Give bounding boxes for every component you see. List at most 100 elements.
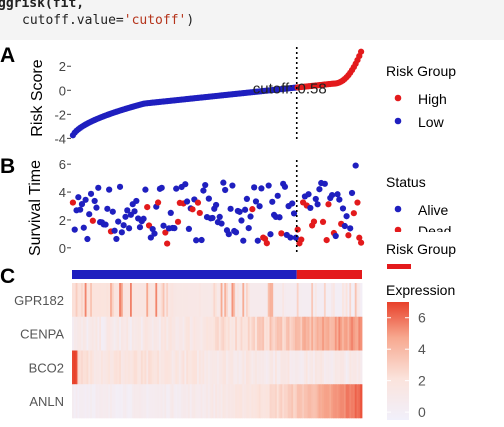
- heatmap-cell: [93, 283, 96, 318]
- heatmap-cell: [101, 350, 104, 385]
- survival-point: [182, 181, 189, 188]
- heatmap-cell: [86, 350, 89, 385]
- heatmap-cell: [249, 283, 252, 318]
- survival-point: [292, 234, 299, 241]
- heatmap-cell: [88, 316, 91, 351]
- heatmap-cell: [352, 283, 356, 318]
- heatmap-cell: [99, 316, 102, 351]
- heatmap-cell: [349, 283, 352, 318]
- heatmap-cell: [91, 350, 95, 385]
- survival-point: [240, 237, 247, 244]
- code-line-1: ggrisk(fit,: [0, 0, 84, 13]
- heatmap-cell: [275, 283, 278, 318]
- heatmap-cell: [186, 384, 189, 419]
- heatmap-cell: [334, 350, 338, 385]
- heatmap-cell: [131, 283, 135, 318]
- heatmap-cell: [318, 316, 321, 351]
- survival-point: [347, 225, 354, 232]
- heatmap-cell: [287, 350, 290, 385]
- heatmap-cell: [197, 316, 200, 351]
- heatmap-cell: [153, 384, 156, 419]
- heatmap-cell: [182, 316, 185, 351]
- heatmap-cell: [131, 316, 135, 351]
- heatmap-cell: [189, 316, 193, 351]
- heatmap-cell: [231, 316, 234, 351]
- survival-point: [77, 206, 84, 213]
- heatmap-cell: [255, 316, 258, 351]
- heatmap-cell: [323, 350, 327, 385]
- heatmap-cell: [247, 316, 251, 351]
- survival-point: [336, 196, 343, 203]
- heatmap-cell: [189, 350, 193, 385]
- heatmap-cell: [204, 350, 207, 385]
- survival-point: [345, 232, 352, 239]
- heatmap-cell: [177, 384, 180, 419]
- heatmap-cell: [82, 283, 86, 318]
- survival-point: [120, 222, 127, 229]
- heatmap-row-label: CENPA: [20, 327, 64, 342]
- heatmap-cell: [155, 384, 158, 419]
- heatmap-cell: [111, 350, 115, 385]
- survival-point: [245, 225, 252, 232]
- heatmap-cell: [265, 384, 269, 419]
- heatmap-cell: [265, 350, 269, 385]
- heatmap-cell: [79, 350, 82, 385]
- heatmap-cell: [200, 316, 203, 351]
- heatmap-cell: [227, 283, 231, 318]
- heatmap-cell: [235, 384, 238, 419]
- heatmap-cell: [294, 384, 298, 419]
- heatmap-cell: [276, 316, 280, 351]
- heatmap-cell: [117, 283, 120, 318]
- heatmap-cell: [333, 316, 336, 351]
- heatmap-cell: [220, 283, 223, 318]
- code-cell: ggrisk(fit, cutoff.value='cutoff'): [0, 0, 504, 40]
- colorbar-tick-label: 4: [418, 341, 426, 357]
- heatmap-cell: [97, 316, 100, 351]
- heatmap-cell: [220, 384, 223, 419]
- heatmap-cell: [334, 384, 338, 419]
- heatmap-cell: [262, 316, 265, 351]
- heatmap-cell: [217, 316, 220, 351]
- heatmap-cell: [285, 316, 289, 351]
- heatmap-cell: [128, 384, 131, 419]
- heatmap-cell: [258, 350, 261, 385]
- heatmap-cell: [106, 350, 109, 385]
- heatmap-cell: [204, 283, 207, 318]
- heatmap-cell: [247, 350, 251, 385]
- survival-point: [267, 231, 274, 238]
- heatmap-cell: [73, 384, 77, 419]
- survival-point: [216, 213, 223, 221]
- heatmap-cell: [119, 384, 122, 419]
- heatmap-cell: [260, 384, 263, 419]
- heatmap-cell: [280, 283, 283, 318]
- heatmap-cell: [95, 316, 98, 351]
- survival-point: [212, 201, 220, 209]
- heatmap-cell: [282, 350, 285, 385]
- survival-point: [328, 191, 336, 199]
- heatmap-cell: [282, 283, 285, 318]
- heatmap-cell: [211, 384, 214, 419]
- heatmap-cell: [195, 350, 198, 385]
- heatmap-cell: [336, 384, 339, 419]
- heatmap-cell: [280, 350, 283, 385]
- heatmap-cell: [139, 350, 142, 385]
- heatmap-cell: [291, 350, 294, 385]
- survival-point: [194, 199, 202, 206]
- heatmap-cell: [236, 316, 240, 351]
- heatmap-cell: [162, 350, 165, 385]
- heatmap-cell: [215, 350, 218, 385]
- survival-point: [189, 206, 196, 213]
- heatmap-cell: [238, 350, 241, 385]
- survival-point: [287, 234, 294, 241]
- heatmap-cell: [284, 316, 287, 351]
- heatmap-cell: [296, 384, 299, 419]
- survival-point: [232, 229, 240, 236]
- heatmap-cell: [342, 283, 345, 318]
- heatmap-cell: [115, 350, 118, 385]
- heatmap-cell: [256, 350, 260, 385]
- heatmap-cell: [284, 350, 287, 385]
- heatmap-cell: [267, 384, 270, 419]
- heatmap-row-label: ANLN: [29, 394, 64, 409]
- heatmap-cell: [264, 316, 267, 351]
